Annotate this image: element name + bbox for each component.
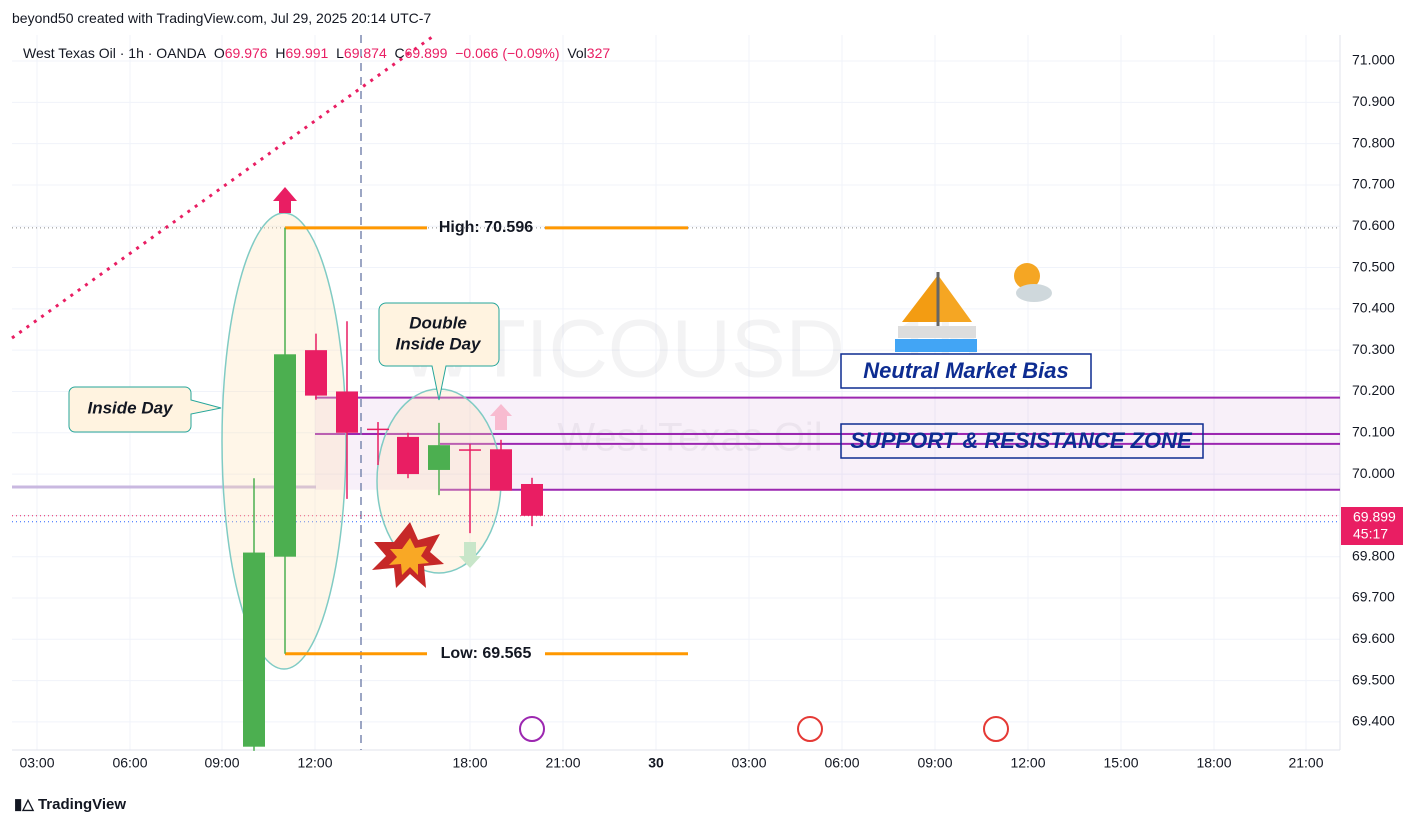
x-tick-label: 18:00 — [1196, 755, 1231, 771]
callout-text: Double — [409, 313, 467, 332]
candle-body — [336, 391, 358, 433]
y-tick-label: 70.200 — [1352, 382, 1395, 398]
candle-body — [490, 449, 512, 491]
explosion-core — [389, 538, 429, 575]
y-tick-label: 70.700 — [1352, 176, 1395, 192]
callout-text: Inside Day — [87, 398, 174, 417]
x-tick-label: 03:00 — [731, 755, 766, 771]
y-tick-label: 69.400 — [1352, 713, 1395, 729]
credit: beyond50 created with TradingView.com, J… — [12, 10, 432, 26]
bias-label: Neutral Market Bias — [863, 358, 1068, 383]
cloud — [1016, 284, 1052, 302]
ohlc-value: 69.976 — [224, 45, 268, 61]
sail — [902, 275, 938, 322]
x-tick-label: 12:00 — [297, 755, 332, 771]
volume: 327 — [586, 45, 611, 61]
y-tick-label: 70.300 — [1352, 341, 1395, 357]
countdown: 45:17 — [1353, 526, 1388, 542]
ohlc-label: H — [275, 45, 286, 61]
water — [895, 339, 977, 352]
label-box — [840, 423, 1204, 459]
candle-body — [397, 436, 419, 475]
y-tick-label: 69.600 — [1352, 630, 1395, 646]
y-tick-label: 70.000 — [1352, 465, 1395, 481]
watermark-sub: West Texas Oil — [557, 416, 822, 460]
candle-body — [521, 483, 543, 516]
candle-body — [274, 354, 296, 557]
price-tag — [1341, 507, 1403, 545]
x-tick-label: 06:00 — [824, 755, 859, 771]
y-tick-label: 70.800 — [1352, 134, 1395, 150]
footer: ▮△ TradingView — [14, 796, 127, 813]
hull — [898, 326, 976, 338]
change: −0.066 (−0.09%) — [455, 45, 560, 61]
arrow-up — [490, 404, 512, 430]
ohlc-value: 69.991 — [285, 45, 329, 61]
level-label: Low: 69.565 — [441, 645, 532, 662]
x-tick-label: 12:00 — [1010, 755, 1045, 771]
candle-body — [305, 350, 327, 396]
x-tick-label: 18:00 — [452, 755, 487, 771]
label-box — [840, 353, 1092, 389]
symbol: West Texas Oil · 1h · OANDA — [23, 45, 207, 61]
ohlc-value: 69.899 — [404, 45, 448, 61]
candle-body — [459, 449, 481, 451]
x-tick-label: 21:00 — [545, 755, 580, 771]
x-tick-label: 15:00 — [1103, 755, 1138, 771]
sun — [1014, 263, 1040, 289]
ohlc-label: L — [336, 45, 344, 61]
y-tick-label: 69.500 — [1352, 671, 1395, 687]
candle-body — [243, 552, 265, 747]
ohlc-value: 69.874 — [343, 45, 387, 61]
x-tick-label: 03:00 — [19, 755, 54, 771]
volume-label: Vol — [567, 45, 587, 61]
y-tick-label: 70.600 — [1352, 217, 1395, 233]
y-tick-label: 70.400 — [1352, 300, 1395, 316]
y-tick-label: 69.800 — [1352, 547, 1395, 563]
ohlc-label: O — [213, 45, 225, 61]
callout — [68, 386, 222, 433]
arrow-down — [459, 542, 481, 568]
x-tick-label: 21:00 — [1288, 755, 1323, 771]
callout-text: Inside Day — [395, 334, 482, 353]
y-tick-label: 69.700 — [1352, 589, 1395, 605]
ohlc-label: C — [394, 45, 405, 61]
x-tick-label: 09:00 — [917, 755, 952, 771]
arrow-up — [273, 187, 297, 213]
price-tag-label: 69.899 — [1353, 509, 1396, 525]
callout — [378, 302, 500, 401]
candle-body — [428, 445, 450, 470]
event-icon — [519, 716, 545, 742]
candle-body — [367, 428, 389, 431]
brand: TradingView — [37, 796, 127, 813]
x-tick-label: 09:00 — [204, 755, 239, 771]
y-tick-label: 70.100 — [1352, 423, 1395, 439]
ohlc-legend: West Texas Oil · 1h · OANDA O69.976 H69.… — [23, 45, 610, 61]
event-icon — [797, 716, 823, 742]
x-tick-label: 30 — [648, 755, 664, 771]
y-tick-label: 71.000 — [1352, 52, 1395, 68]
y-tick-label: 70.500 — [1352, 258, 1395, 274]
x-tick-label: 06:00 — [112, 755, 147, 771]
y-tick-label: 70.900 — [1352, 93, 1395, 109]
zone-label: SUPPORT & RESISTANCE ZONE — [850, 428, 1193, 453]
sail — [938, 275, 972, 322]
event-icon — [983, 716, 1009, 742]
level-label: High: 70.596 — [439, 219, 533, 236]
